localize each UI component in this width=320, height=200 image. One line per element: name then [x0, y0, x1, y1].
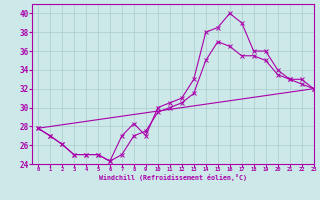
- X-axis label: Windchill (Refroidissement éolien,°C): Windchill (Refroidissement éolien,°C): [99, 174, 247, 181]
